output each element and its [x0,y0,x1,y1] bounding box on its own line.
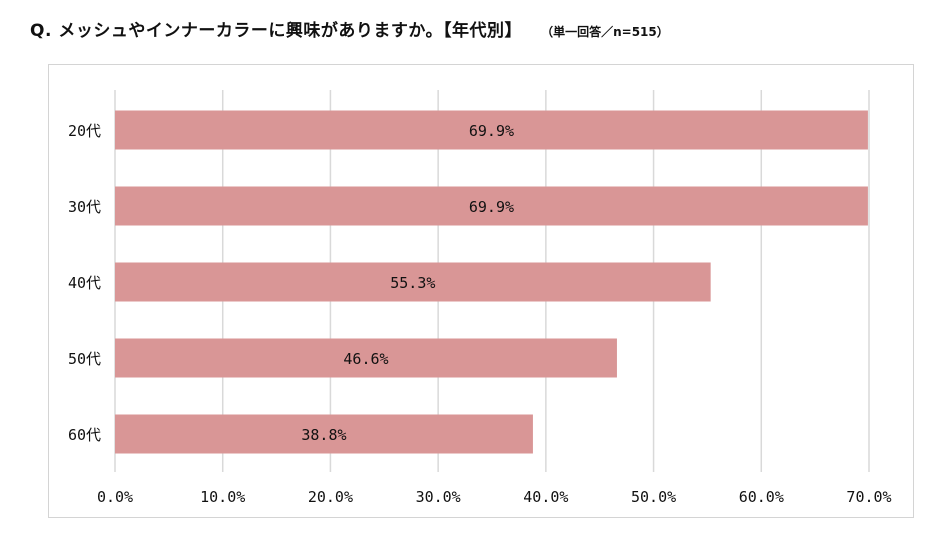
bar [115,110,868,150]
category-label: 60代 [68,426,101,444]
data-label: 46.6% [343,350,388,368]
bar [115,262,711,302]
bar [115,186,868,226]
chart-title: Q. メッシュやインナーカラーに興味がありますか。【年代別】 （単一回答／n=5… [30,16,669,41]
data-label: 55.3% [390,274,435,292]
x-tick-label: 40.0% [523,488,568,506]
bar [115,414,533,454]
data-label: 69.9% [469,198,514,216]
x-tick-label: 50.0% [631,488,676,506]
question-text: Q. メッシュやインナーカラーに興味がありますか。【年代別】 [30,21,522,41]
category-label: 40代 [68,274,101,292]
x-tick-label: 30.0% [416,488,461,506]
category-label: 20代 [68,122,101,140]
bar [115,338,617,378]
x-tick-label: 20.0% [308,488,353,506]
x-tick-label: 10.0% [200,488,245,506]
x-tick-label: 70.0% [846,488,891,506]
category-label: 30代 [68,198,101,216]
data-label: 69.9% [469,122,514,140]
x-tick-label: 0.0% [97,488,133,506]
sample-note: （単一回答／n=515） [541,25,669,39]
x-tick-label: 60.0% [739,488,784,506]
category-label: 50代 [68,350,101,368]
data-label: 38.8% [301,426,346,444]
